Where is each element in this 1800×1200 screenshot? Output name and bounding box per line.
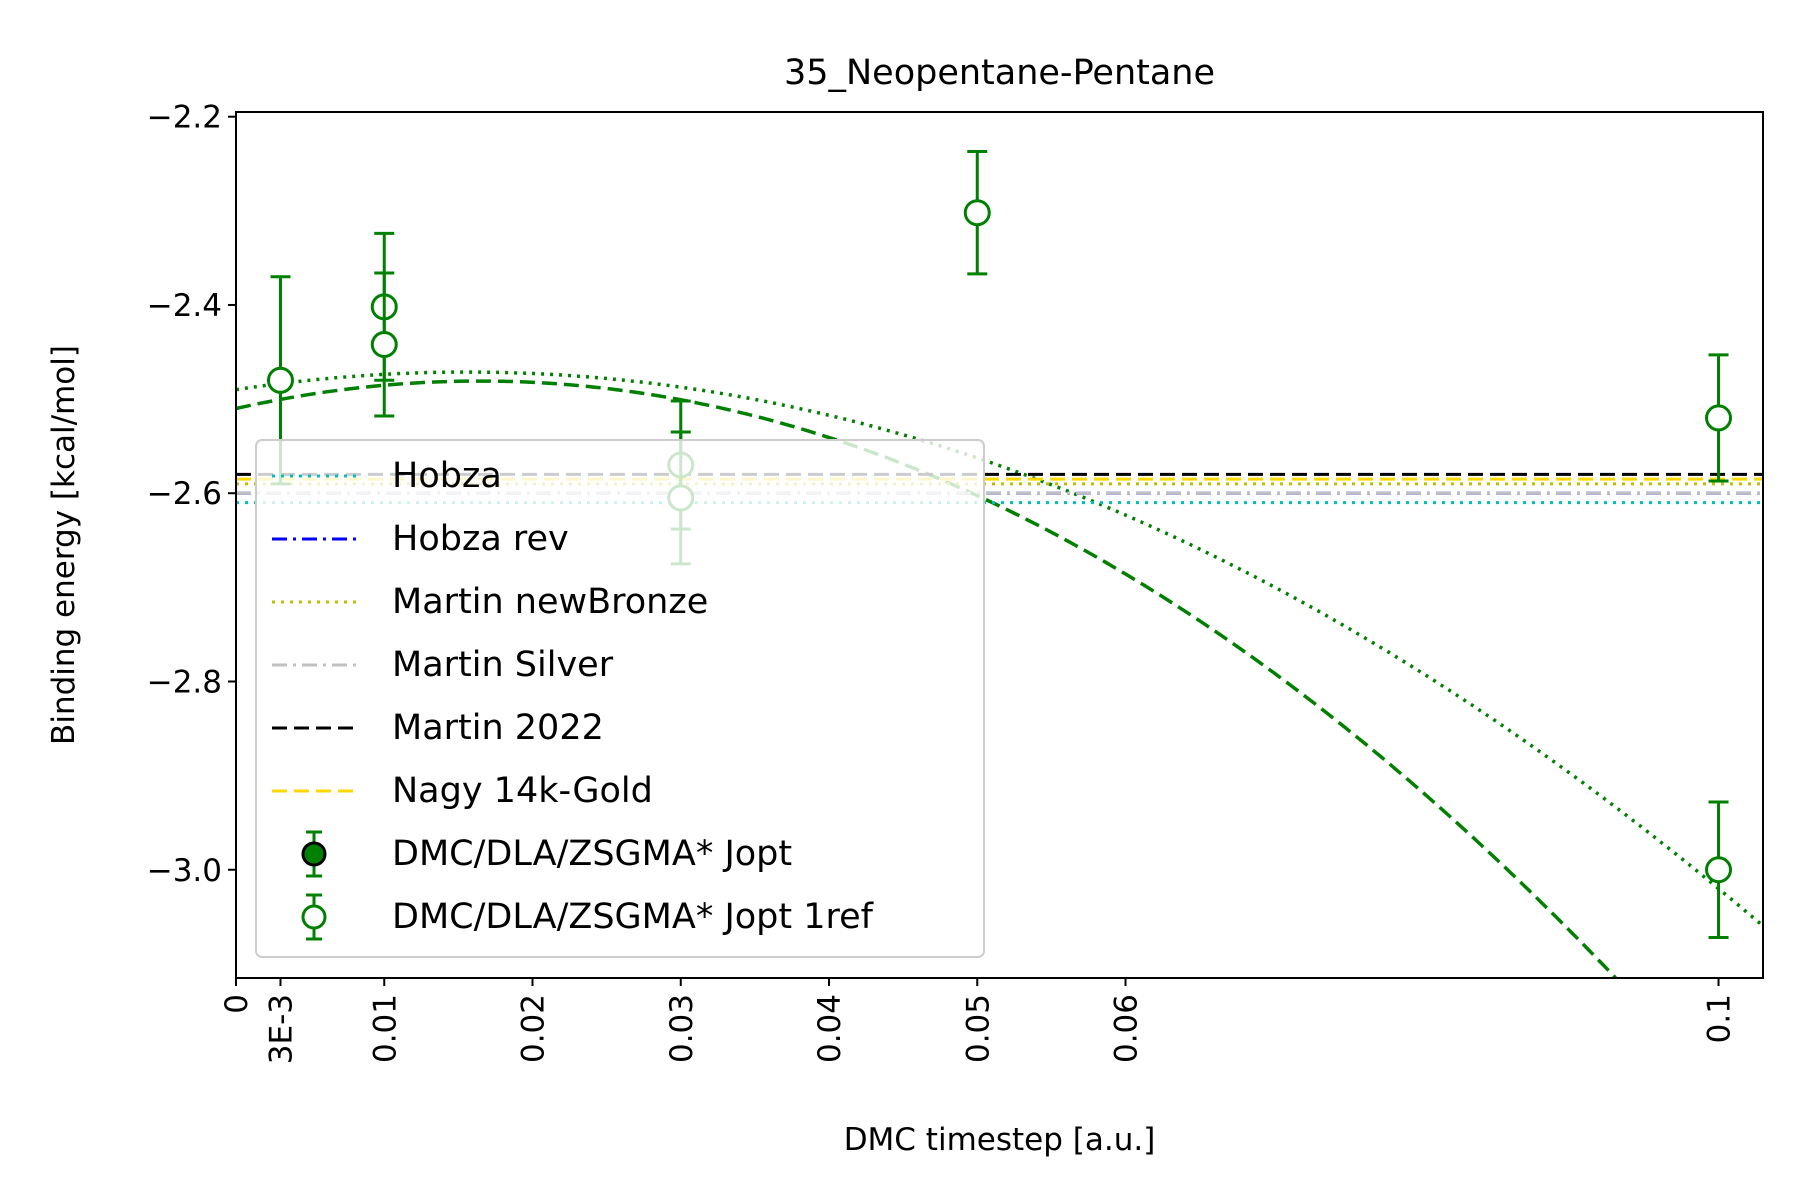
legend-label: Martin Silver [392,645,614,685]
data-point-1-5 [963,150,991,276]
legend-label: Martin newBronze [392,582,708,622]
chart-title: 35_Neopentane-Pentane [784,53,1215,93]
data-point-1-2 [370,271,398,418]
fit-curve-0 [236,379,1619,978]
y-tick-label: −3.0 [147,853,222,889]
legend-box [255,439,985,958]
x-tick-label: 0.04 [812,994,848,1063]
legend-label: Martin 2022 [392,708,604,748]
marker [266,366,294,394]
plot-frame [235,111,1764,979]
y-tick-label: −2.4 [147,288,222,324]
y-tick-label: −2.8 [147,664,222,700]
legend: Hobza Hobza rev Martin newBronze Martin Sil… [255,439,985,958]
x-axis-label: DMC timestep [a.u.] [844,1122,1156,1158]
y-tick-label: −2.2 [147,100,222,136]
legend-swatch-series-1 [301,893,327,941]
legend-label: Hobza rev [392,519,569,559]
x-tick-label: 0 [219,994,255,1014]
data-point-1-6 [1705,353,1733,483]
data-point-1-7 [1705,800,1733,940]
legend-swatch-series-0 [301,830,327,878]
x-tick-label: 0.01 [367,994,403,1063]
fit-curve-1 [236,370,1763,928]
axes: −2.2 −2.4 −2.6 −2.8 −3.0 0 3E-3 0.01 0.02 0.03 0.0… [147,100,1764,1064]
x-tick-label: 0.03 [664,994,700,1063]
y-tick-label: −2.6 [147,476,222,512]
x-tick-label: 0.1 [1702,994,1738,1043]
x-tick-label: 3E-3 [263,994,299,1064]
x-tick-label: 0.06 [1109,994,1145,1063]
x-tick-label: 0.02 [516,994,552,1063]
marker [1705,856,1733,884]
y-axis-label: Binding energy [kcal/mol] [46,345,82,745]
legend-label: Nagy 14k-Gold [392,771,653,811]
marker [370,331,398,359]
marker [1705,404,1733,432]
legend-label: DMC/DLA/ZSGMA* Jopt [392,834,792,874]
x-tick-label: 0.05 [960,994,996,1063]
marker [963,199,991,227]
legend-label: Hobza [392,456,502,496]
legend-label: DMC/DLA/ZSGMA* Jopt 1ref [392,897,874,937]
